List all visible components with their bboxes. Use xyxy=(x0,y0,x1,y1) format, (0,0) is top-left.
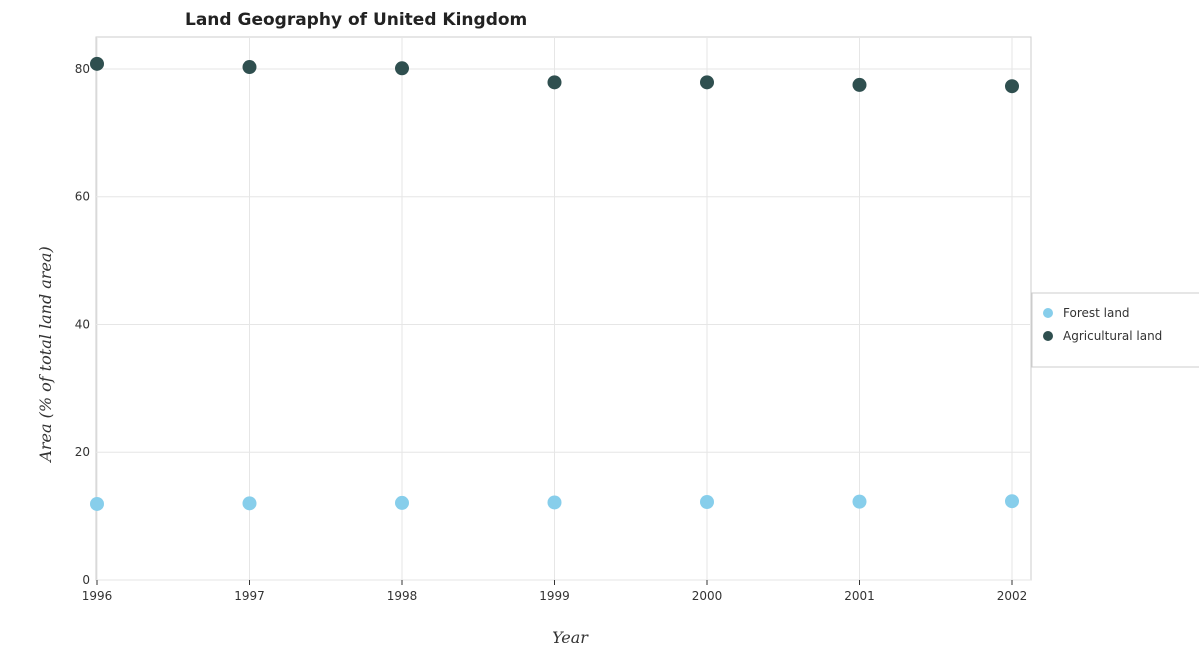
x-tick-label: 2001 xyxy=(844,589,875,603)
point-agricultural-land xyxy=(700,75,714,90)
point-agricultural-land xyxy=(395,61,409,76)
legend-label-forest-land: Forest land xyxy=(1063,306,1130,320)
point-agricultural-land xyxy=(1005,79,1019,94)
legend-label-agricultural-land: Agricultural land xyxy=(1063,329,1162,343)
y-axis-title: Area (% of total land area) xyxy=(36,246,55,463)
y-tick-label: 20 xyxy=(75,445,90,459)
x-tick-label: 2002 xyxy=(997,589,1028,603)
plot-area: 0 20 40 60 80 1996 1997 1998 1999 2000 2001 2002 xyxy=(75,36,1032,603)
x-axis-ticks: 1996 1997 1998 1999 2000 2001 2002 xyxy=(82,589,1028,603)
point-forest-land xyxy=(1005,494,1019,509)
point-forest-land xyxy=(395,495,409,510)
chart-title: Land Geography of United Kingdom xyxy=(185,10,527,30)
point-agricultural-land xyxy=(242,60,257,75)
point-agricultural-land xyxy=(852,77,867,92)
point-forest-land xyxy=(242,496,257,511)
x-tick-label: 1998 xyxy=(387,589,418,603)
y-tick-label: 60 xyxy=(75,190,90,204)
legend: Forest land Agricultural land xyxy=(1031,292,1199,368)
point-forest-land xyxy=(547,495,562,510)
point-forest-land xyxy=(852,494,867,509)
legend-box xyxy=(1031,292,1199,368)
x-tick-label: 1999 xyxy=(539,589,570,603)
x-gridlines xyxy=(96,37,1013,585)
x-tick-label: 2000 xyxy=(692,589,723,603)
y-tick-label: 0 xyxy=(82,573,90,587)
legend-marker-forest-land xyxy=(1043,308,1053,318)
x-tick-label: 1996 xyxy=(82,589,113,603)
x-tick-label: 1997 xyxy=(234,589,265,603)
legend-marker-agricultural-land xyxy=(1043,331,1053,341)
y-axis-ticks: 0 20 40 60 80 xyxy=(75,62,90,587)
data-points xyxy=(90,56,1019,511)
point-agricultural-land xyxy=(90,56,104,71)
x-axis-title: Year xyxy=(552,628,589,647)
point-forest-land xyxy=(90,496,104,511)
point-agricultural-land xyxy=(547,75,562,90)
y-tick-label: 40 xyxy=(75,317,90,331)
point-forest-land xyxy=(700,494,714,509)
y-tick-label: 80 xyxy=(75,62,90,76)
